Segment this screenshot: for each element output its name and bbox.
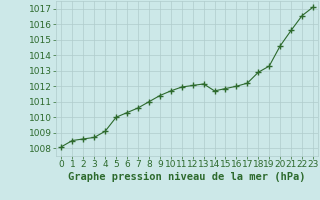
X-axis label: Graphe pression niveau de la mer (hPa): Graphe pression niveau de la mer (hPa) <box>68 172 306 182</box>
